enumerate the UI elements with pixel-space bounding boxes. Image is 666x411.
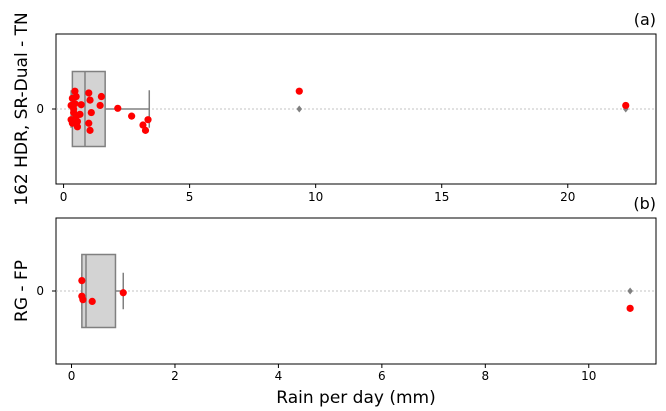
panel-b-outlier-0: [627, 287, 633, 295]
panel-b-xtick-label-5: 10: [581, 369, 596, 383]
panel-a-ylabel: 162 HDR, SR-Dual - TN: [12, 12, 32, 205]
panel-b-point-0: [78, 276, 86, 285]
panel-a-point-17: [86, 126, 94, 134]
panel-a-point-16: [85, 119, 93, 127]
panel-a-point-23: [139, 121, 147, 129]
panel-a-xtick-label-4: 20: [560, 190, 575, 204]
panel-b-point-2: [79, 296, 87, 304]
panel-a-xtick-label-0: 0: [60, 190, 68, 204]
panel-a-outlier-0: [296, 105, 303, 113]
panel-b-point-4: [119, 289, 127, 297]
panel-a-point-26: [295, 87, 303, 95]
panel-a-point-8: [70, 105, 78, 113]
panel-a-xtick-label-2: 10: [308, 190, 323, 204]
panel-a-point-9: [73, 123, 82, 131]
panel-b-box: [81, 253, 117, 329]
panel-b-point-5: [626, 304, 634, 312]
x-axis-label: Rain per day (mm): [276, 388, 435, 408]
panel-a-xtick-label-3: 15: [434, 190, 449, 204]
panel-b-xtick-label-3: 6: [378, 369, 386, 383]
panel-a-point-13: [73, 117, 82, 126]
panel-a-point-25: [144, 116, 152, 124]
panel-b-ylabel: RG - FP: [12, 260, 32, 322]
panel-b-xtick-label-1: 2: [171, 369, 179, 383]
panel-a: 0 5 10 15 20 (a) 162 HDR, SR-Dual - TN 0: [12, 10, 657, 206]
panel-b-label: (b): [633, 194, 656, 213]
panel-a-point-22: [128, 112, 136, 120]
panel-b-xtick-label-0: 0: [68, 369, 76, 383]
panel-a-point-24: [141, 126, 150, 134]
panel-b: 0 2 4 6 8 10 (b) RG - FP 0: [12, 194, 657, 383]
panel-a-ytick-label: 0: [36, 102, 44, 116]
panel-a-point-10: [72, 92, 80, 101]
panel-a-point-18: [87, 108, 95, 117]
panel-b-xtick-label-4: 8: [481, 369, 489, 383]
panel-a-point-11: [76, 110, 84, 118]
panel-a-label: (a): [634, 10, 656, 29]
panel-a-point-27: [622, 101, 630, 110]
panel-a-point-15: [86, 96, 94, 104]
panel-a-point-14: [85, 89, 93, 97]
panel-b-xtick-label-2: 4: [275, 369, 283, 383]
panel-b-point-3: [88, 297, 96, 306]
panel-a-point-20: [96, 101, 104, 110]
panel-a-point-12: [77, 101, 85, 109]
panel-a-xtick-label-1: 5: [186, 190, 194, 204]
panel-b-ytick-label: 0: [36, 284, 44, 298]
panel-a-point-21: [114, 104, 122, 112]
panel-a-point-19: [97, 92, 105, 101]
